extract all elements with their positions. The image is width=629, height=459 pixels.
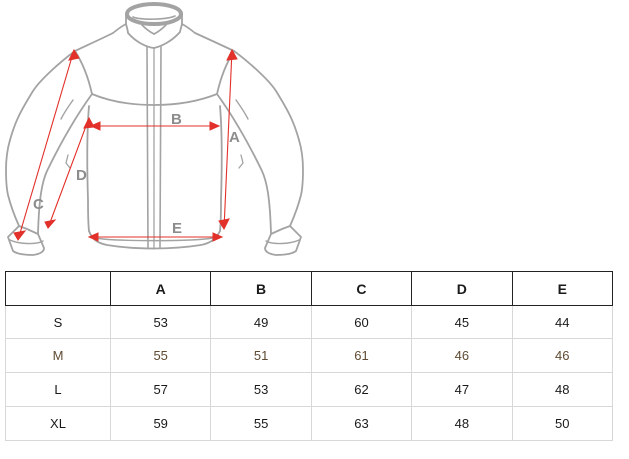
svg-text:D: D	[76, 167, 87, 184]
svg-text:C: C	[33, 196, 44, 213]
svg-text:A: A	[229, 129, 240, 146]
svg-text:B: B	[171, 111, 182, 128]
svg-text:E: E	[172, 220, 182, 237]
